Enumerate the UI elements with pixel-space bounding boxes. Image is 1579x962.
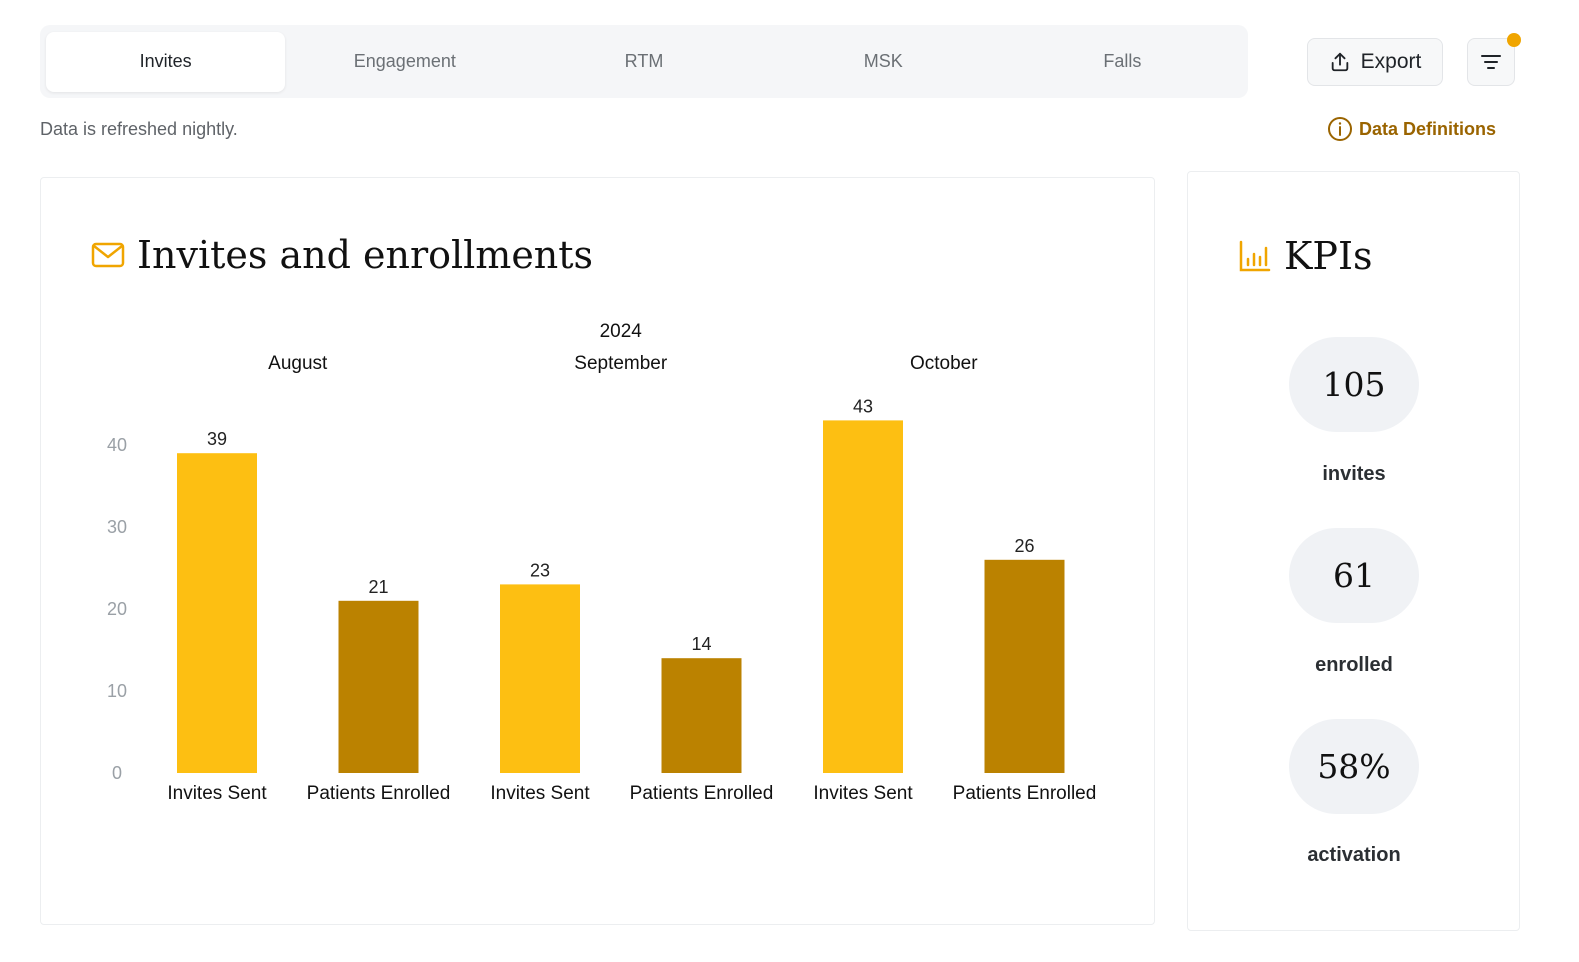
data-definitions-link[interactable]: Data Definitions xyxy=(1327,116,1496,142)
month-label: August xyxy=(268,353,328,374)
bar-value-label: 21 xyxy=(368,577,388,597)
kpi-card-header: KPIs xyxy=(1238,234,1372,278)
category-label: Invites Sent xyxy=(167,783,267,804)
tab-bar: Invites Engagement RTM MSK Falls xyxy=(40,25,1248,98)
y-tick-label: 40 xyxy=(107,435,127,455)
tab-invites[interactable]: Invites xyxy=(46,31,286,92)
invites-chart-card: Invites and enrollments 0 10 20 30 40 2024 Aug… xyxy=(40,177,1155,925)
chart-card-header: Invites and enrollments xyxy=(91,233,593,277)
kpi-activation-label: activation xyxy=(1307,844,1401,866)
enrolled-bar[interactable] xyxy=(338,600,419,773)
category-label: Invites Sent xyxy=(490,783,590,804)
refresh-note: Data is refreshed nightly. xyxy=(40,119,238,139)
enrolled-bar[interactable] xyxy=(661,658,742,773)
tab-falls[interactable]: Falls xyxy=(1103,51,1142,71)
kpi-activation-value: 58% xyxy=(1289,719,1419,814)
kpi-card: KPIs 105 invites 61 enrolled 58% activat… xyxy=(1187,171,1520,931)
info-icon xyxy=(1328,117,1352,141)
y-tick-label: 10 xyxy=(107,681,127,701)
tab-rtm[interactable]: RTM xyxy=(624,51,664,71)
y-tick-label: 0 xyxy=(112,763,122,783)
invites-bar[interactable] xyxy=(500,584,580,773)
kpi-card-title: KPIs xyxy=(1284,234,1373,278)
bar-chart: 0 10 20 30 40 2024 August 39 Invites Sent 21 Patie… xyxy=(107,321,1097,804)
bar-value-label: 26 xyxy=(1014,536,1034,556)
upload-icon xyxy=(1331,52,1348,72)
bar-value-label: 39 xyxy=(207,429,227,449)
invites-bar[interactable] xyxy=(823,420,903,773)
filter-active-indicator xyxy=(1507,33,1521,47)
enrolled-bar[interactable] xyxy=(984,559,1065,773)
category-label: Patients Enrolled xyxy=(307,783,451,804)
category-label: Patients Enrolled xyxy=(630,783,774,804)
bar-value-label: 43 xyxy=(853,396,873,416)
category-label: Invites Sent xyxy=(813,783,913,804)
bar-value-label: 14 xyxy=(691,634,711,654)
data-definitions-label: Data Definitions xyxy=(1359,118,1497,139)
chart-card-title: Invites and enrollments xyxy=(137,233,594,277)
bar-value-label: 23 xyxy=(530,560,550,580)
y-tick-label: 20 xyxy=(107,599,127,619)
mail-icon xyxy=(91,242,125,268)
category-label: Patients Enrolled xyxy=(953,783,1097,804)
month-label: September xyxy=(574,353,668,374)
export-button[interactable]: Export xyxy=(1307,38,1443,86)
kpi-invites-value: 105 xyxy=(1289,337,1419,432)
kpi-enrolled-label: enrolled xyxy=(1315,654,1393,676)
tab-msk[interactable]: MSK xyxy=(863,51,903,71)
filter-button[interactable] xyxy=(1467,33,1521,86)
kpi-enrolled-value: 61 xyxy=(1289,528,1419,623)
invites-bar[interactable] xyxy=(177,453,257,773)
kpi-invites-label: invites xyxy=(1322,463,1386,485)
year-label: 2024 xyxy=(600,321,643,342)
tab-engagement[interactable]: Engagement xyxy=(353,51,456,71)
y-tick-label: 30 xyxy=(107,517,127,537)
export-label: Export xyxy=(1360,50,1422,73)
filter-icon xyxy=(1481,55,1501,69)
bar-chart-icon xyxy=(1239,240,1271,272)
month-label: October xyxy=(910,353,978,374)
